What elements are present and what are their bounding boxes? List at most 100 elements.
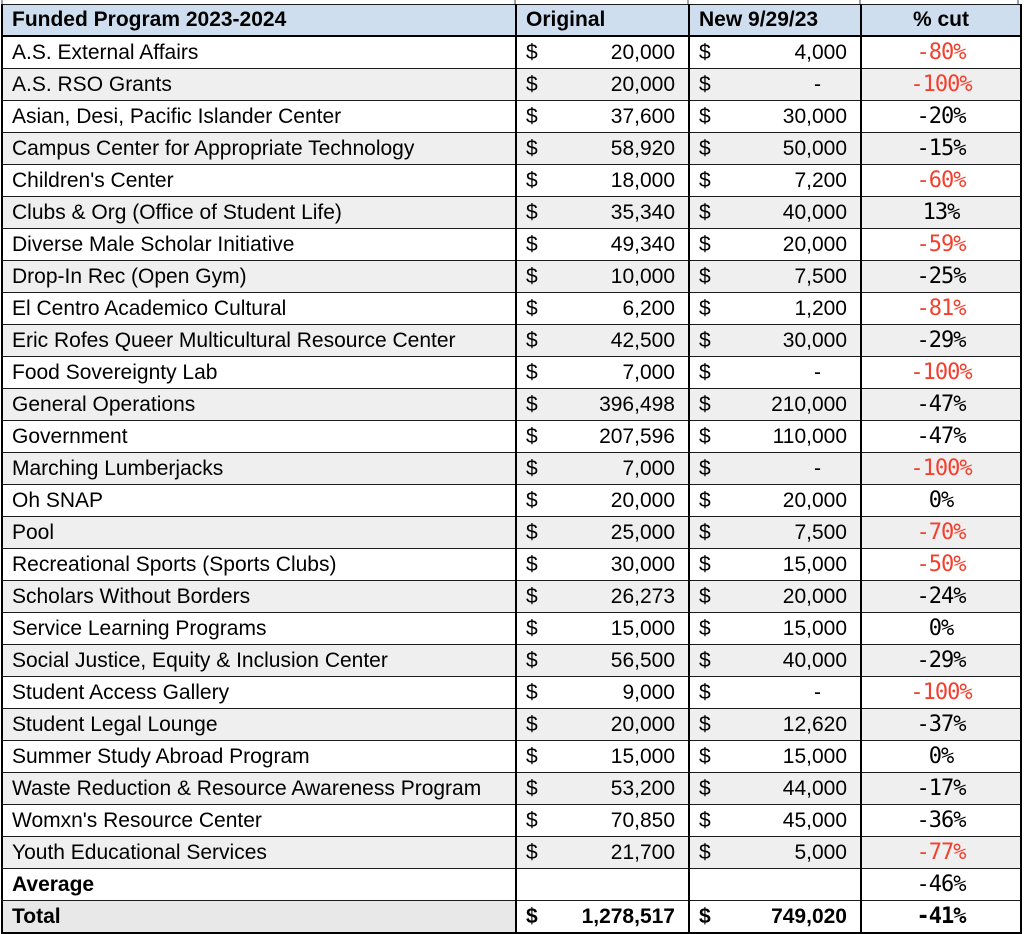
- cell-program-name[interactable]: Waste Reduction & Resource Awareness Pro…: [1, 772, 516, 805]
- cell-program-name[interactable]: Recreational Sports (Sports Clubs): [1, 548, 516, 581]
- cell-original-amount[interactable]: $20,000: [515, 35, 689, 69]
- cell-new-amount[interactable]: $1,200: [688, 292, 861, 325]
- cell-new-amount[interactable]: $ -: [688, 452, 861, 485]
- cell-new-amount[interactable]: $5,000: [688, 836, 861, 869]
- cell-new-amount[interactable]: $7,200: [688, 164, 861, 197]
- cell-new-amount[interactable]: $45,000: [688, 804, 861, 837]
- cell-original-amount[interactable]: $49,340: [515, 228, 689, 261]
- cell-program-name[interactable]: Scholars Without Borders: [1, 580, 516, 613]
- cell-percent-cut[interactable]: -36%: [860, 804, 1022, 837]
- cell-new-amount[interactable]: $ -: [688, 68, 861, 101]
- cell-program-name[interactable]: Campus Center for Appropriate Technology: [1, 132, 516, 165]
- cell-percent-cut[interactable]: -37%: [860, 708, 1022, 741]
- header-percent-cut[interactable]: % cut: [860, 4, 1022, 37]
- cell-new-amount[interactable]: $749,020: [688, 900, 861, 934]
- cell-percent-cut[interactable]: 0%: [860, 740, 1022, 773]
- cell-program-name[interactable]: Pool: [1, 516, 516, 549]
- cell-percent-cut[interactable]: -81%: [860, 292, 1022, 325]
- cell-program-name[interactable]: Asian, Desi, Pacific Islander Center: [1, 100, 516, 133]
- cell-new-amount[interactable]: $7,500: [688, 516, 861, 549]
- cell-original-amount[interactable]: $396,498: [515, 388, 689, 421]
- header-original[interactable]: Original: [515, 4, 689, 37]
- cell-program-name[interactable]: Student Access Gallery: [1, 676, 516, 709]
- cell-new-amount[interactable]: $ -: [688, 676, 861, 709]
- cell-original-amount[interactable]: $6,200: [515, 292, 689, 325]
- cell-percent-cut[interactable]: -100%: [860, 676, 1022, 709]
- cell-original-amount[interactable]: $37,600: [515, 100, 689, 133]
- cell-program-name[interactable]: Eric Rofes Queer Multicultural Resource …: [1, 324, 516, 357]
- cell-program-name[interactable]: Government: [1, 420, 516, 453]
- cell-original-amount[interactable]: $7,000: [515, 356, 689, 389]
- cell-new-amount[interactable]: $50,000: [688, 132, 861, 165]
- cell-original-amount[interactable]: $20,000: [515, 68, 689, 101]
- cell-percent-cut[interactable]: -100%: [860, 68, 1022, 101]
- cell-percent-cut[interactable]: -100%: [860, 452, 1022, 485]
- cell-new-amount[interactable]: $15,000: [688, 612, 861, 645]
- cell-program-name[interactable]: Social Justice, Equity & Inclusion Cente…: [1, 644, 516, 677]
- cell-new-amount[interactable]: $30,000: [688, 324, 861, 357]
- cell-new-amount[interactable]: $15,000: [688, 548, 861, 581]
- cell-original-amount[interactable]: [515, 868, 689, 901]
- cell-program-name[interactable]: Clubs & Org (Office of Student Life): [1, 196, 516, 229]
- cell-original-amount[interactable]: $15,000: [515, 740, 689, 773]
- cell-new-amount[interactable]: $20,000: [688, 228, 861, 261]
- cell-program-name[interactable]: Drop-In Rec (Open Gym): [1, 260, 516, 293]
- cell-new-amount[interactable]: $7,500: [688, 260, 861, 293]
- cell-program-name[interactable]: Service Learning Programs: [1, 612, 516, 645]
- cell-percent-cut[interactable]: -20%: [860, 100, 1022, 133]
- cell-original-amount[interactable]: $70,850: [515, 804, 689, 837]
- cell-new-amount[interactable]: $ -: [688, 356, 861, 389]
- cell-new-amount[interactable]: $210,000: [688, 388, 861, 421]
- cell-percent-cut[interactable]: -15%: [860, 132, 1022, 165]
- cell-program-name[interactable]: Youth Educational Services: [1, 836, 516, 869]
- cell-percent-cut[interactable]: -47%: [860, 420, 1022, 453]
- cell-original-amount[interactable]: $53,200: [515, 772, 689, 805]
- cell-original-amount[interactable]: $207,596: [515, 420, 689, 453]
- cell-program-name[interactable]: Student Legal Lounge: [1, 708, 516, 741]
- cell-original-amount[interactable]: $9,000: [515, 676, 689, 709]
- cell-program-name[interactable]: El Centro Academico Cultural: [1, 292, 516, 325]
- cell-percent-cut[interactable]: -60%: [860, 164, 1022, 197]
- cell-new-amount[interactable]: $20,000: [688, 484, 861, 517]
- cell-new-amount[interactable]: $15,000: [688, 740, 861, 773]
- cell-new-amount[interactable]: $20,000: [688, 580, 861, 613]
- cell-percent-cut[interactable]: -46%: [860, 868, 1022, 901]
- header-program[interactable]: Funded Program 2023-2024: [1, 4, 516, 37]
- cell-program-name[interactable]: Oh SNAP: [1, 484, 516, 517]
- cell-new-amount[interactable]: $110,000: [688, 420, 861, 453]
- cell-percent-cut[interactable]: -29%: [860, 644, 1022, 677]
- cell-program-name[interactable]: A.S. External Affairs: [1, 35, 516, 69]
- cell-new-amount[interactable]: $40,000: [688, 644, 861, 677]
- cell-program-name[interactable]: Marching Lumberjacks: [1, 452, 516, 485]
- cell-percent-cut[interactable]: -41%: [860, 900, 1022, 934]
- cell-percent-cut[interactable]: -25%: [860, 260, 1022, 293]
- cell-original-amount[interactable]: $25,000: [515, 516, 689, 549]
- cell-original-amount[interactable]: $15,000: [515, 612, 689, 645]
- cell-original-amount[interactable]: $58,920: [515, 132, 689, 165]
- cell-original-amount[interactable]: $30,000: [515, 548, 689, 581]
- cell-program-name[interactable]: Summer Study Abroad Program: [1, 740, 516, 773]
- cell-program-name[interactable]: Children's Center: [1, 164, 516, 197]
- cell-percent-cut[interactable]: -47%: [860, 388, 1022, 421]
- cell-original-amount[interactable]: $42,500: [515, 324, 689, 357]
- cell-original-amount[interactable]: $21,700: [515, 836, 689, 869]
- cell-original-amount[interactable]: $35,340: [515, 196, 689, 229]
- cell-program-name[interactable]: Average: [1, 868, 516, 901]
- cell-original-amount[interactable]: $1,278,517: [515, 900, 689, 934]
- header-new[interactable]: New 9/29/23: [688, 4, 861, 37]
- cell-program-name[interactable]: Womxn's Resource Center: [1, 804, 516, 837]
- cell-new-amount[interactable]: $4,000: [688, 35, 861, 69]
- cell-percent-cut[interactable]: -70%: [860, 516, 1022, 549]
- cell-percent-cut[interactable]: -100%: [860, 356, 1022, 389]
- cell-percent-cut[interactable]: -59%: [860, 228, 1022, 261]
- cell-original-amount[interactable]: $7,000: [515, 452, 689, 485]
- cell-new-amount[interactable]: [688, 868, 861, 901]
- cell-program-name[interactable]: Diverse Male Scholar Initiative: [1, 228, 516, 261]
- cell-percent-cut[interactable]: -80%: [860, 35, 1022, 69]
- cell-percent-cut[interactable]: 0%: [860, 484, 1022, 517]
- cell-program-name[interactable]: A.S. RSO Grants: [1, 68, 516, 101]
- cell-percent-cut[interactable]: -77%: [860, 836, 1022, 869]
- cell-program-name[interactable]: Food Sovereignty Lab: [1, 356, 516, 389]
- cell-new-amount[interactable]: $12,620: [688, 708, 861, 741]
- cell-percent-cut[interactable]: 13%: [860, 196, 1022, 229]
